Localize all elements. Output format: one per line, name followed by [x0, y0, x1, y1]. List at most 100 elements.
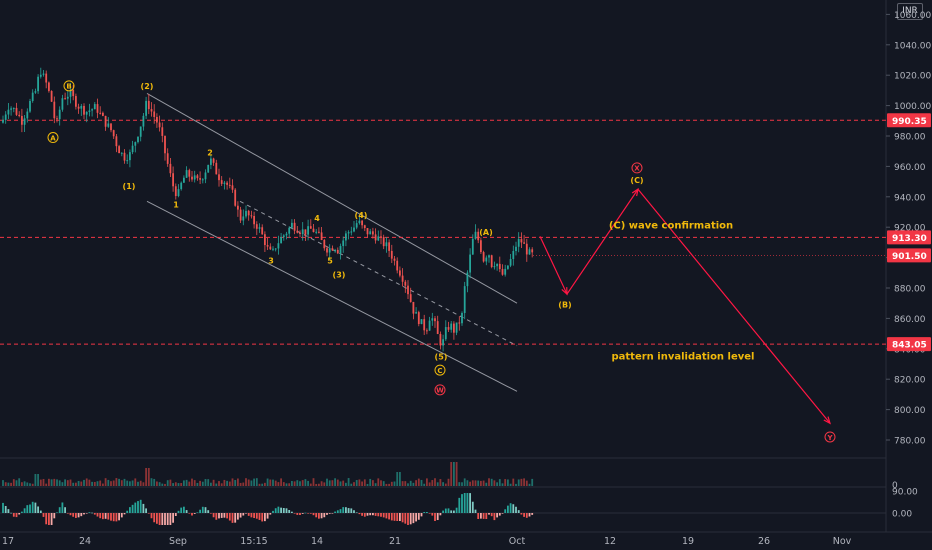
oscillator-bar — [26, 505, 29, 513]
volume-bar — [372, 480, 374, 486]
volume-bar — [377, 478, 380, 486]
candle-body — [447, 327, 450, 330]
channel-midline — [239, 200, 518, 347]
oscillator-bar — [520, 513, 523, 515]
candle-body — [347, 232, 350, 234]
wave-label: 4 — [314, 214, 320, 223]
wave-label: (3) — [333, 270, 346, 279]
currency-badge[interactable]: INR — [897, 3, 923, 20]
volume-bar — [147, 468, 150, 486]
candle-body — [382, 237, 385, 247]
volume-bar — [442, 482, 444, 486]
candle-body — [280, 237, 282, 244]
oscillator-bar — [7, 509, 10, 513]
price-tick-label: 1000.00 — [894, 102, 931, 112]
oscillator-bar — [107, 513, 110, 520]
volume-bar — [358, 479, 361, 486]
volume-bar — [188, 481, 191, 486]
candle-body — [199, 178, 201, 180]
oscillator-bar — [417, 513, 420, 520]
oscillator-tick-label: 0.00 — [892, 510, 912, 520]
price-tick-label: 980.00 — [894, 133, 926, 143]
candle-body — [304, 229, 307, 235]
volume-bar — [428, 482, 431, 486]
wave-label: (1) — [123, 182, 136, 191]
candle-body — [309, 226, 312, 229]
wave-label: (2) — [141, 82, 154, 91]
wave-label: (B) — [558, 301, 571, 310]
candle-body — [463, 286, 466, 313]
circled-wave-label: W — [434, 384, 446, 396]
oscillator-bar — [369, 513, 372, 516]
volume-bar — [477, 480, 480, 486]
candle-body — [461, 312, 463, 324]
oscillator-bar — [458, 497, 461, 513]
oscillator-bar — [85, 513, 88, 514]
oscillator-bar — [115, 513, 118, 522]
candle-body — [420, 319, 423, 325]
time-tick-label: Oct — [509, 536, 526, 547]
oscillator-bar — [274, 508, 277, 513]
candle-body — [439, 333, 442, 346]
oscillator-bar — [450, 510, 453, 513]
candle-body — [180, 182, 183, 190]
oscillator-bar — [212, 513, 215, 518]
price-level-tag — [887, 113, 931, 128]
volume-bar — [169, 479, 172, 486]
volume-bar — [315, 483, 318, 486]
price-axis: 780.00800.00820.00840.00860.00880.00900.… — [886, 11, 931, 447]
volume-bar — [272, 479, 274, 486]
candle-body — [358, 220, 361, 224]
volume-bar — [412, 482, 415, 486]
candle-body — [99, 112, 102, 114]
oscillator-bar — [490, 513, 493, 517]
candle-body — [23, 118, 26, 125]
candle-body — [477, 231, 480, 241]
candle-body — [21, 115, 23, 125]
volume-bar — [7, 482, 10, 486]
oscillator-bar — [442, 510, 444, 513]
oscillator-bar — [188, 513, 191, 514]
candle-body — [37, 76, 39, 92]
oscillator-bar — [193, 513, 196, 514]
oscillator-bar — [345, 507, 347, 513]
volume-bar — [2, 480, 4, 486]
candle-body — [488, 255, 490, 258]
oscillator-bar — [29, 504, 31, 513]
volume-bar — [234, 480, 237, 486]
oscillator-bar — [21, 511, 23, 513]
candle-body — [515, 246, 517, 252]
candle-body — [231, 185, 234, 190]
candle-body — [326, 248, 328, 253]
oscillator-bar — [53, 513, 56, 519]
candle-body — [320, 232, 323, 240]
oscillator-bar — [482, 513, 485, 519]
candle-body — [366, 228, 369, 235]
oscillator-bar — [261, 513, 264, 522]
volume-bar — [220, 483, 223, 486]
candle-body — [504, 268, 507, 275]
candle-body — [363, 225, 366, 229]
candle-body — [153, 111, 156, 117]
candle-body — [285, 233, 288, 236]
candle-body — [237, 205, 239, 210]
candle-body — [12, 107, 15, 109]
volume-bar — [471, 480, 474, 486]
oscillator-bar — [444, 508, 447, 513]
volume-bar — [161, 483, 164, 486]
candle-body — [328, 248, 331, 253]
candle-body — [191, 176, 193, 180]
circled-label-text: A — [50, 134, 56, 142]
candle-body — [301, 229, 304, 234]
oscillator-bar — [285, 508, 288, 513]
volume-bar — [191, 478, 193, 486]
oscillator-bar — [501, 513, 504, 514]
oscillator-bar — [72, 513, 75, 517]
oscillator-bar — [129, 507, 131, 513]
volume-bar — [385, 483, 388, 486]
candle-body — [436, 321, 439, 334]
volume-bar — [339, 481, 342, 486]
volume-bar — [177, 483, 180, 486]
candle-body — [428, 320, 431, 331]
